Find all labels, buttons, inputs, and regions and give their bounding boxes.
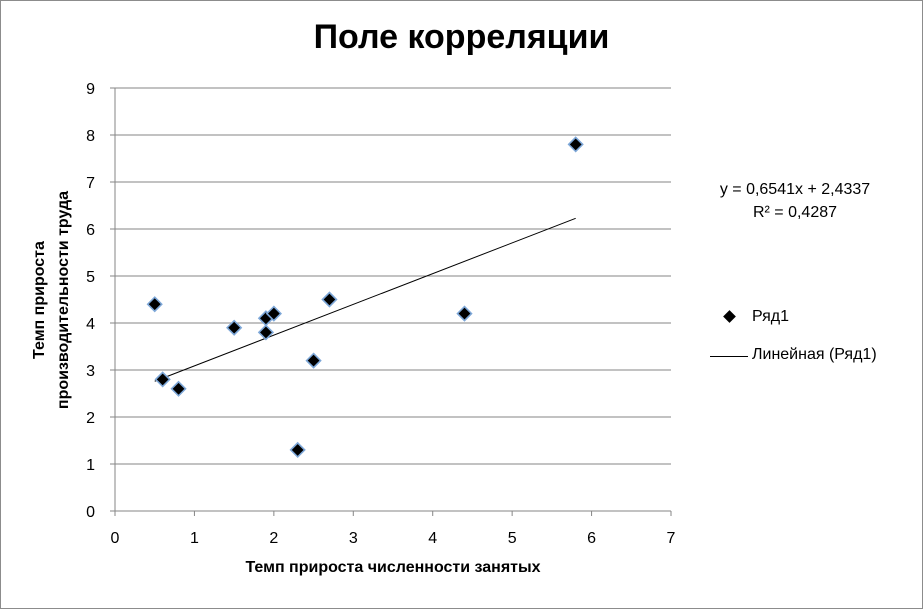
y-tick-label-8: 8 — [86, 128, 95, 145]
data-point — [321, 291, 338, 308]
x-tick-label-0: 0 — [111, 530, 120, 547]
axes — [110, 87, 672, 516]
x-tick-label-2: 2 — [269, 530, 278, 547]
chart-title: Поле корреляции — [313, 18, 610, 56]
y-tick-label-6: 6 — [86, 222, 95, 239]
x-tick-label-3: 3 — [349, 530, 358, 547]
data-point — [305, 352, 322, 369]
data-points — [146, 136, 584, 459]
x-tick-label-6: 6 — [587, 530, 596, 547]
y-tick-label-9: 9 — [86, 81, 95, 98]
legend: Ряд1 Линейная (Ряд1) — [710, 306, 916, 374]
data-point — [226, 319, 243, 336]
legend-label-series: Ряд1 — [752, 308, 790, 325]
data-point — [146, 296, 163, 313]
tick-labels: 0 1 2 3 4 5 6 7 8 9 0 1 2 3 4 5 6 7 — [86, 81, 675, 547]
diamond-marker-icon — [723, 310, 736, 323]
y-tick-label-5: 5 — [86, 269, 95, 286]
line-icon — [710, 356, 748, 357]
trendline-r-squared: R² = 0,4287 — [752, 204, 838, 221]
data-point — [289, 441, 306, 459]
y-tick-label-4: 4 — [86, 316, 95, 333]
data-point — [567, 136, 584, 153]
data-point — [265, 305, 282, 322]
legend-label-trendline: Линейная (Ряд1) — [752, 346, 877, 363]
data-point — [170, 380, 187, 397]
x-axis-label: Темп прироста численности занятых — [245, 559, 541, 576]
y-tick-label-2: 2 — [86, 410, 95, 427]
data-point — [456, 305, 473, 322]
legend-item-series: Ряд1 — [716, 306, 916, 336]
x-tick-label-7: 7 — [667, 530, 676, 547]
data-point — [257, 324, 275, 341]
data-point — [154, 371, 171, 388]
y-tick-label-7: 7 — [86, 175, 95, 192]
y-tick-label-3: 3 — [86, 363, 95, 380]
legend-item-trendline: Линейная (Ряд1) — [710, 344, 916, 374]
x-tick-label-5: 5 — [508, 530, 517, 547]
grid-lines — [115, 87, 671, 465]
x-tick-label-4: 4 — [428, 530, 437, 547]
y-tick-label-1: 1 — [86, 457, 95, 474]
x-tick-label-1: 1 — [190, 530, 199, 547]
trendline-equation: y = 0,6541x + 2,4337 R² = 0,4287 — [680, 178, 910, 224]
trendline — [154, 217, 576, 382]
y-tick-label-0: 0 — [86, 504, 95, 521]
trendline-equation-text: y = 0,6541x + 2,4337 — [719, 181, 871, 198]
trendline-line — [154, 217, 576, 382]
